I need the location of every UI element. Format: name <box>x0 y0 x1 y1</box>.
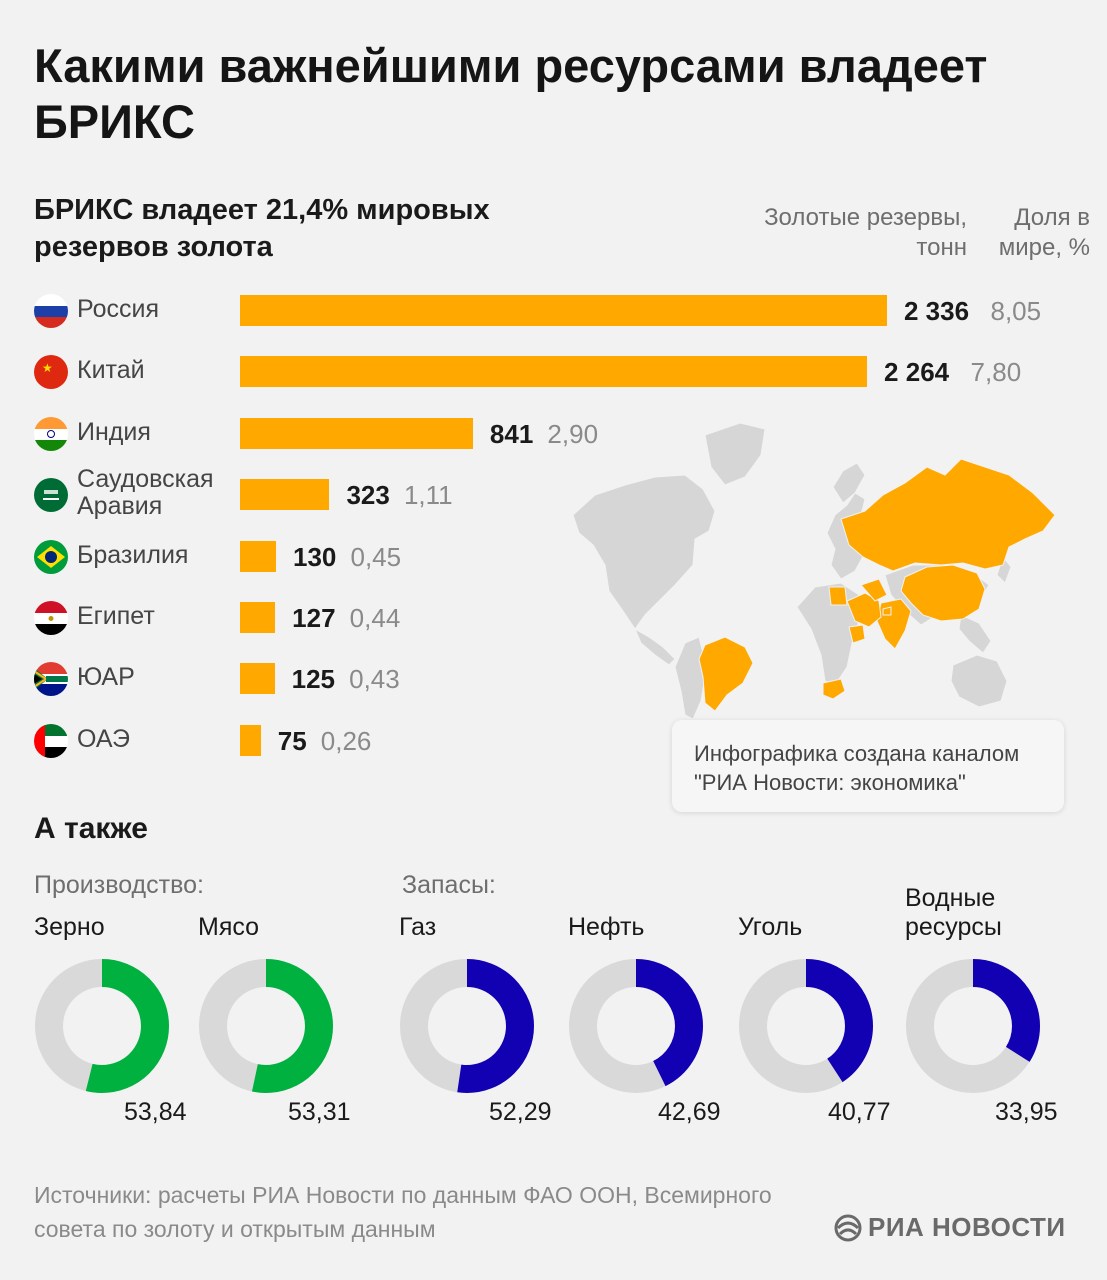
ria-logo-text: РИА НОВОСТИ <box>868 1212 1066 1242</box>
map-china <box>900 564 986 622</box>
production-label: Производство: <box>34 871 204 899</box>
donut-value: 33,95 <box>995 1098 1058 1126</box>
donut-segment <box>739 959 873 1093</box>
donut-label: Нефть <box>568 913 645 941</box>
gold-bar <box>240 356 868 388</box>
map-southeast-asia <box>958 614 992 654</box>
gold-bar <box>240 540 276 572</box>
saudi-arabia-flag-icon <box>34 478 68 513</box>
map-ethiopia <box>848 624 866 644</box>
map-central-america <box>633 627 676 666</box>
donut-chart <box>400 959 534 1093</box>
map-australia <box>950 654 1008 708</box>
map-uae <box>882 606 892 616</box>
gold-value-label: 323 <box>346 480 390 511</box>
reserves-label: Запасы: <box>402 871 496 899</box>
donut-label: Газ <box>399 913 437 941</box>
map-south-africa <box>822 678 846 700</box>
gold-value-label: 130 <box>293 541 337 572</box>
map-north-america <box>572 474 716 630</box>
country-label: Россия <box>77 295 159 323</box>
donut-chart <box>739 959 873 1093</box>
donut-segment <box>199 959 333 1093</box>
map-egypt <box>828 586 848 606</box>
donut-value: 53,84 <box>124 1098 187 1126</box>
uae-flag-icon <box>34 723 68 758</box>
gold-share-label: 7,80 <box>970 357 1022 388</box>
map-scandinavia <box>832 462 866 504</box>
col-header-share: Доля в мире, % <box>998 204 1090 261</box>
col-header-reserves: Золотые резервы, тонн <box>764 204 967 261</box>
gold-bar <box>240 663 275 695</box>
source-text: Источники: расчеты РИА Новости по данным… <box>34 1182 772 1242</box>
india-flag-icon <box>34 416 68 451</box>
gold-bar <box>240 479 330 511</box>
world-map <box>572 422 1056 720</box>
svg-text:★: ★ <box>42 361 53 375</box>
note-card <box>672 720 1064 812</box>
donut-value: 42,69 <box>658 1098 721 1126</box>
gold-share-label: 0,45 <box>350 541 402 572</box>
gold-share-label: 0,44 <box>349 603 401 633</box>
donut-segment <box>400 959 534 1093</box>
map-russia <box>840 458 1056 572</box>
donut-chart <box>199 959 333 1093</box>
donut-segment <box>906 959 1040 1093</box>
map-brazil <box>698 636 754 712</box>
gold-bar <box>240 602 276 633</box>
china-flag-icon: ★ <box>34 355 68 390</box>
donut-label: Уголь <box>738 913 803 941</box>
donut-label: Водные ресурсы <box>905 884 1002 941</box>
gold-share-label: 2,90 <box>547 418 599 449</box>
donut-label: Мясо <box>198 913 260 941</box>
egypt-flag-icon <box>34 601 68 635</box>
gold-bar <box>240 417 473 449</box>
donut-value: 52,29 <box>489 1098 552 1126</box>
map-africa-west <box>796 582 862 686</box>
gold-bar <box>240 724 261 756</box>
map-india <box>876 598 912 650</box>
donut-segment <box>35 959 169 1093</box>
gold-share-label: 0,43 <box>349 664 400 695</box>
map-greenland <box>704 422 766 486</box>
gold-share-label: 0,26 <box>320 725 372 756</box>
gold-share-label: 8,05 <box>990 296 1042 326</box>
donut-chart <box>35 959 169 1093</box>
country-label: ОАЭ <box>77 724 130 753</box>
gold-share-label: 1,11 <box>403 480 453 511</box>
country-label: Индия <box>77 417 151 446</box>
map-south-america-west <box>674 636 706 720</box>
donut-segment <box>569 959 703 1093</box>
brazil-flag-icon <box>34 539 68 574</box>
also-title: А также <box>34 812 148 845</box>
gold-bar <box>240 295 887 326</box>
donut-value: 40,77 <box>828 1098 891 1126</box>
south-africa-flag-icon <box>34 662 68 697</box>
gold-value-label: 75 <box>277 725 307 756</box>
country-label: ЮАР <box>77 663 135 692</box>
russia-flag-icon <box>34 294 68 328</box>
donut-chart <box>906 959 1040 1093</box>
page-title: Какими важнейшими ресурсами владеет БРИК… <box>34 39 988 148</box>
gold-value-label: 2 336 <box>904 296 970 326</box>
map-japan <box>996 555 1012 584</box>
gold-value-label: 2 264 <box>884 357 950 388</box>
ria-logo-icon <box>834 1214 862 1242</box>
note-text: Инфографика создана каналом "РИА Новости… <box>694 741 1020 795</box>
donut-chart <box>569 959 703 1093</box>
country-label: Китай <box>77 356 145 385</box>
donut-value: 53,31 <box>288 1098 351 1126</box>
gold-value-label: 127 <box>292 603 336 633</box>
country-label: Саудовская Аравия <box>77 465 214 521</box>
gold-subtitle: БРИКС владеет 21,4% мировых резервов зол… <box>34 194 490 263</box>
gold-value-label: 125 <box>291 664 335 695</box>
country-label: Египет <box>77 602 155 630</box>
gold-value-label: 841 <box>489 418 534 449</box>
map-iran <box>860 578 888 602</box>
map-saudi-arabia <box>846 592 882 628</box>
country-label: Бразилия <box>77 540 189 569</box>
donut-label: Зерно <box>34 913 105 941</box>
